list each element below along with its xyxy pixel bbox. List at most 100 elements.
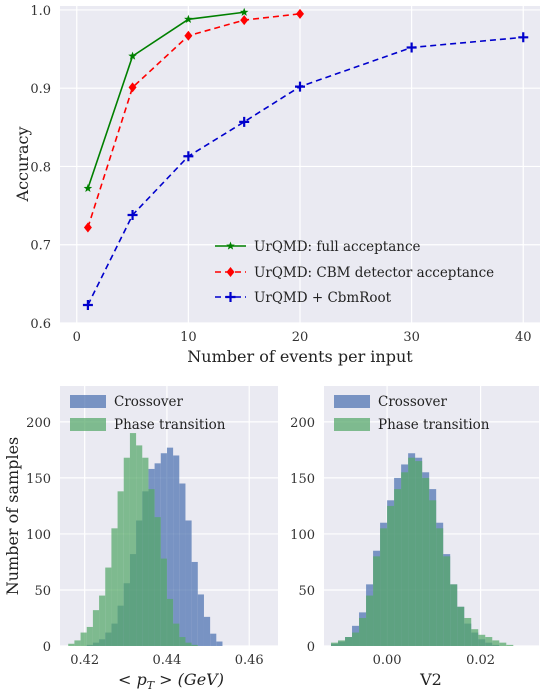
v2-y-tick-label: 50 — [298, 584, 315, 599]
histogram-bar-phase-transition — [80, 632, 87, 646]
pt-x-tick-label: 0.46 — [235, 653, 264, 668]
legend-marker-cbm-acceptance — [226, 267, 235, 277]
histogram-bar-crossover — [166, 447, 174, 646]
histogram-bar-crossover — [203, 616, 211, 646]
accuracy-y-tick-label: 0.7 — [30, 239, 51, 254]
histogram-bar-crossover — [179, 483, 186, 646]
histogram-bar-phase-transition — [478, 634, 486, 646]
histogram-bar-crossover — [173, 455, 180, 646]
pt-y-axis-label: Number of samples — [3, 437, 22, 596]
histogram-bar-phase-transition — [380, 528, 388, 646]
data-point-cbmroot — [518, 32, 529, 43]
data-point-cbmroot — [239, 116, 250, 127]
legend-swatch-crossover — [70, 395, 106, 408]
legend-swatch-phase-transition — [70, 418, 106, 431]
pt-x-tick-label: 0.42 — [70, 653, 99, 668]
legend-label-crossover: Crossover — [114, 394, 184, 410]
histogram-bar-phase-transition — [366, 595, 374, 646]
pt-legend: Crossover Phase transition — [70, 394, 226, 433]
histogram-bar-phase-transition — [185, 642, 192, 646]
histogram-bar-phase-transition — [74, 640, 81, 646]
histogram-bar-phase-transition — [179, 637, 186, 646]
v2-x-tick-labels: 0.00 0.02 — [373, 653, 495, 668]
histogram-bar-crossover — [210, 633, 217, 646]
histogram-bar-phase-transition — [173, 623, 180, 646]
histogram-bar-phase-transition — [450, 584, 458, 646]
histogram-bar-phase-transition — [345, 637, 353, 646]
v2-histogram: 0 50 100 150 200 0.00 0.02 V2 Crossover Phase… — [290, 386, 539, 689]
v2-legend: Crossover Phase transition — [334, 394, 490, 433]
histogram-bar-phase-transition — [352, 632, 360, 646]
pt-y-tick-label: 100 — [26, 528, 51, 543]
histogram-bar-phase-transition — [415, 461, 423, 646]
pt-y-tick-labels: 0 50 100 150 200 — [26, 416, 51, 655]
legend-swatch-crossover — [334, 395, 370, 408]
legend-marker-full-acceptance — [226, 241, 235, 250]
legend-label-cbm-acceptance: UrQMD: CBM detector acceptance — [254, 265, 494, 281]
histogram-bar-phase-transition — [338, 640, 346, 646]
histogram-bar-phase-transition — [191, 644, 198, 646]
legend-swatch-phase-transition — [334, 418, 370, 431]
v2-y-tick-labels: 0 50 100 150 200 — [290, 416, 315, 655]
accuracy-x-axis-label: Number of events per input — [187, 347, 413, 366]
data-point-cbm-acceptance — [184, 30, 193, 41]
data-point-cbm-acceptance — [83, 222, 92, 233]
histogram-bar-phase-transition — [401, 472, 409, 646]
histogram-bar-phase-transition — [464, 617, 472, 646]
histogram-bar-phase-transition — [117, 491, 124, 646]
legend-label-cbmroot: UrQMD + CbmRoot — [254, 290, 392, 306]
histogram-bar-phase-transition — [160, 558, 167, 646]
accuracy-line-chart: 0.6 0.7 0.8 0.9 1.0 0 10 20 30 40 Number of even… — [13, 4, 540, 366]
pt-histogram-bars — [68, 433, 223, 646]
accuracy-x-tick-label: 20 — [292, 330, 309, 345]
pt-y-tick-label: 150 — [26, 472, 51, 487]
data-point-cbmroot — [82, 299, 93, 310]
accuracy-x-tick-label: 30 — [403, 330, 420, 345]
histogram-bar-phase-transition — [422, 477, 430, 646]
histogram-bar-phase-transition — [373, 556, 381, 646]
data-point-cbm-acceptance — [296, 8, 304, 19]
data-point-cbm-acceptance — [128, 82, 137, 93]
v2-histogram-bars — [331, 453, 514, 646]
v2-y-tick-label: 0 — [307, 640, 315, 655]
legend-label-crossover: Crossover — [378, 394, 448, 410]
v2-x-tick-label: 0.02 — [466, 653, 495, 668]
data-point-full-acceptance — [239, 7, 249, 16]
accuracy-x-tick-label: 10 — [180, 330, 197, 345]
histogram-bar-phase-transition — [499, 642, 507, 646]
histogram-bar-phase-transition — [471, 629, 479, 646]
histogram-bar-phase-transition — [148, 489, 155, 646]
data-point-full-acceptance — [128, 51, 137, 60]
histogram-bar-phase-transition — [457, 606, 465, 646]
v2-x-axis-label: V2 — [419, 670, 442, 689]
data-point-full-acceptance — [83, 183, 93, 193]
histogram-bar-phase-transition — [111, 528, 118, 646]
histogram-bar-phase-transition — [99, 595, 106, 646]
pt-x-tick-labels: 0.42 0.44 0.46 — [70, 653, 263, 668]
histogram-bar-phase-transition — [92, 610, 100, 646]
pt-y-tick-label: 50 — [34, 584, 51, 599]
histogram-bar-phase-transition — [68, 643, 75, 646]
histogram-bar-crossover — [216, 641, 223, 646]
data-point-cbmroot — [406, 42, 417, 53]
histogram-bar-phase-transition — [429, 500, 437, 646]
accuracy-legend: UrQMD: full acceptance UrQMD: CBM detect… — [215, 239, 494, 306]
histogram-bar-crossover — [197, 594, 204, 646]
histogram-bar-phase-transition — [492, 640, 500, 646]
histogram-bar-phase-transition — [123, 457, 130, 646]
histogram-bar-phase-transition — [387, 505, 395, 646]
histogram-bar-phase-transition — [394, 489, 402, 646]
pt-x-axis-label: < pT > (GeV) — [118, 670, 224, 692]
data-point-cbmroot — [127, 209, 138, 220]
histogram-bar-crossover — [191, 561, 198, 646]
histogram-bar-phase-transition — [443, 556, 451, 646]
histogram-bar-phase-transition — [154, 517, 161, 646]
data-point-full-acceptance — [184, 14, 193, 23]
legend-label-full-acceptance: UrQMD: full acceptance — [254, 239, 421, 255]
legend-marker-cbmroot — [225, 292, 236, 302]
v2-y-tick-label: 150 — [290, 472, 315, 487]
legend-label-phase-transition: Phase transition — [378, 417, 490, 433]
pt-histogram: 0 50 100 150 200 0.42 0.44 0.46 < pT > (GeV) N… — [3, 386, 278, 692]
pt-y-tick-label: 200 — [26, 416, 51, 431]
